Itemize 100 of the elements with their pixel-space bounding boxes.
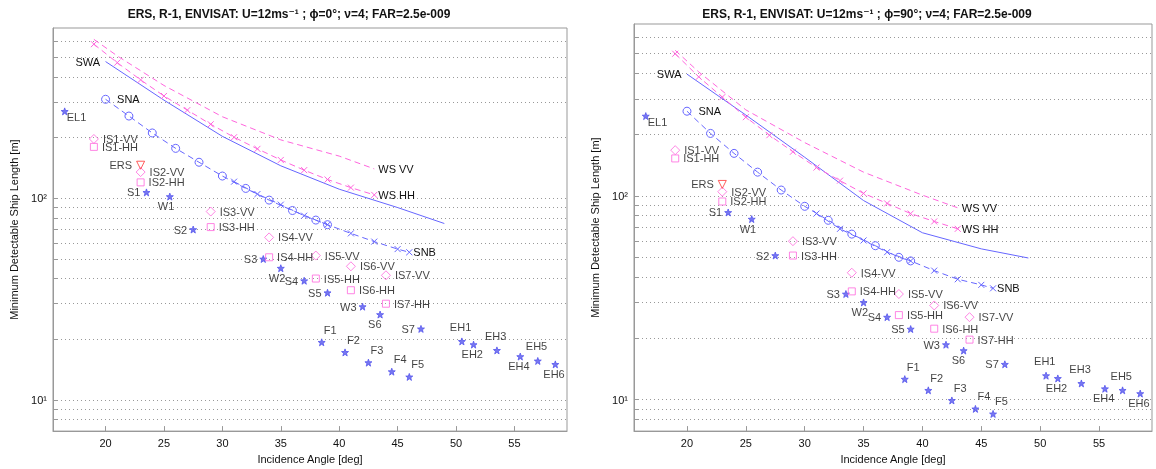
x-tick-label: 40 bbox=[916, 436, 929, 449]
data-label: IS2-HH bbox=[730, 195, 767, 208]
data-label: F2 bbox=[347, 333, 360, 346]
data-label: IS4-VV bbox=[860, 266, 897, 279]
data-label: F1 bbox=[323, 323, 337, 336]
data-label: S2 bbox=[755, 249, 770, 262]
data-label: IS6-VV bbox=[943, 299, 979, 312]
data-label: EH4 bbox=[1092, 392, 1115, 405]
series-label: SWA bbox=[656, 68, 683, 81]
data-label: W1 bbox=[739, 222, 757, 235]
x-tick-label: 45 bbox=[391, 436, 404, 449]
data-label: IS2-VV bbox=[731, 185, 767, 198]
data-label: IS7-HH bbox=[977, 333, 1014, 346]
data-label: S7 bbox=[985, 358, 999, 371]
y-axis-title: Minimum Detectable Ship Length [m] bbox=[7, 139, 20, 320]
data-label: F4 bbox=[977, 390, 991, 403]
data-label: EH1 bbox=[1034, 355, 1056, 368]
data-label: W3 bbox=[923, 338, 940, 351]
x-tick-label: 25 bbox=[739, 436, 752, 449]
data-label: EL1 bbox=[66, 110, 87, 123]
series-label: SWA bbox=[75, 55, 101, 68]
data-label: F3 bbox=[370, 344, 384, 357]
series-label: SNA bbox=[698, 105, 722, 118]
data-label: IS5-HH bbox=[323, 272, 360, 285]
data-label: IS7-VV bbox=[394, 269, 431, 282]
data-label: W1 bbox=[157, 200, 175, 213]
data-label: IS2-HH bbox=[148, 176, 185, 189]
data-label: S1 bbox=[126, 186, 141, 199]
x-tick-label: 30 bbox=[216, 436, 229, 449]
data-label: IS6-VV bbox=[359, 260, 396, 273]
series-label: SNB bbox=[997, 282, 1020, 295]
x-tick-label: 55 bbox=[1092, 436, 1106, 449]
y-tick-label: 10² bbox=[31, 192, 48, 205]
x-tick-label: 45 bbox=[975, 436, 988, 449]
data-label: IS4-HH bbox=[277, 251, 314, 264]
y-tick-label: 10¹ bbox=[31, 393, 48, 406]
data-label: IS7-VV bbox=[978, 311, 1015, 324]
data-label: ERS bbox=[691, 178, 714, 191]
data-label: F5 bbox=[995, 395, 1008, 408]
data-label: S4 bbox=[867, 311, 882, 324]
data-label: ERS bbox=[109, 159, 133, 172]
data-label: F4 bbox=[393, 353, 407, 366]
data-label: IS5-VV bbox=[907, 288, 944, 301]
series-label: SNA bbox=[117, 93, 141, 106]
x-axis-title: Incidence Angle [deg] bbox=[257, 452, 363, 465]
data-label: IS4-HH bbox=[859, 285, 896, 298]
data-label: EH4 bbox=[508, 360, 530, 373]
data-label: S3 bbox=[826, 288, 840, 301]
data-label: S7 bbox=[401, 322, 415, 335]
series-label: WS HH bbox=[378, 188, 415, 201]
x-tick-label: 20 bbox=[99, 436, 112, 449]
data-label: EH3 bbox=[1069, 362, 1091, 375]
data-label: S6 bbox=[368, 318, 382, 331]
data-label: EH6 bbox=[1128, 397, 1150, 410]
x-tick-label: 35 bbox=[857, 436, 870, 449]
data-label: S5 bbox=[308, 286, 322, 299]
x-axis-title: Incidence Angle [deg] bbox=[840, 452, 946, 465]
data-label: S1 bbox=[708, 206, 723, 219]
chart-title: ERS, R-1, ENVISAT: U=12ms⁻¹ ; ϕ=90°; ν=4; FAR=2.5e-009 bbox=[702, 7, 1033, 21]
x-tick-label: 35 bbox=[274, 436, 287, 449]
data-label: EH6 bbox=[543, 367, 565, 380]
x-tick-label: 55 bbox=[508, 436, 521, 449]
data-label: IS3-HH bbox=[800, 249, 838, 262]
x-tick-label: 20 bbox=[680, 436, 694, 449]
data-label: IS4-VV bbox=[278, 231, 314, 244]
x-tick-label: 25 bbox=[157, 436, 171, 449]
x-tick-label: 50 bbox=[449, 436, 463, 449]
data-label: W2 bbox=[851, 305, 869, 318]
data-label: EH3 bbox=[484, 329, 507, 342]
data-label: EH5 bbox=[525, 340, 548, 353]
data-label: F2 bbox=[930, 371, 944, 384]
data-label: EH2 bbox=[1045, 381, 1068, 394]
data-label: IS3-VV bbox=[801, 235, 838, 248]
x-tick-label: 40 bbox=[333, 436, 346, 449]
data-label: IS7-HH bbox=[393, 297, 431, 310]
series-label: WS VV bbox=[378, 162, 415, 175]
data-label: EH2 bbox=[461, 348, 483, 361]
data-label: S4 bbox=[284, 274, 299, 287]
data-label: IS5-VV bbox=[324, 249, 361, 262]
y-tick-label: 10² bbox=[612, 190, 629, 203]
data-label: EH1 bbox=[449, 320, 472, 333]
y-tick-label: 10¹ bbox=[612, 393, 629, 406]
data-label: F1 bbox=[906, 360, 920, 373]
data-label: EH5 bbox=[1110, 369, 1132, 382]
data-label: EL1 bbox=[647, 115, 668, 128]
data-label: IS3-HH bbox=[218, 221, 255, 234]
data-label: IS6-HH bbox=[942, 322, 979, 335]
data-label: IS5-HH bbox=[906, 309, 943, 322]
series-label: WS HH bbox=[961, 222, 999, 235]
data-label: S3 bbox=[243, 253, 258, 265]
data-label: S5 bbox=[891, 323, 905, 336]
y-axis-title: Minimum Detectable Ship Length [m] bbox=[588, 137, 601, 318]
data-label: IS6-HH bbox=[358, 284, 395, 297]
series-label: SNB bbox=[413, 246, 436, 259]
data-label: S2 bbox=[173, 223, 188, 236]
data-label: W2 bbox=[268, 271, 286, 284]
data-label: IS2-VV bbox=[149, 166, 186, 179]
data-label: IS3-VV bbox=[219, 205, 256, 218]
x-tick-label: 30 bbox=[798, 436, 811, 449]
chart-title: ERS, R-1, ENVISAT: U=12ms⁻¹ ; ϕ=0°; ν=4; FAR=2.5e-009 bbox=[127, 7, 451, 21]
